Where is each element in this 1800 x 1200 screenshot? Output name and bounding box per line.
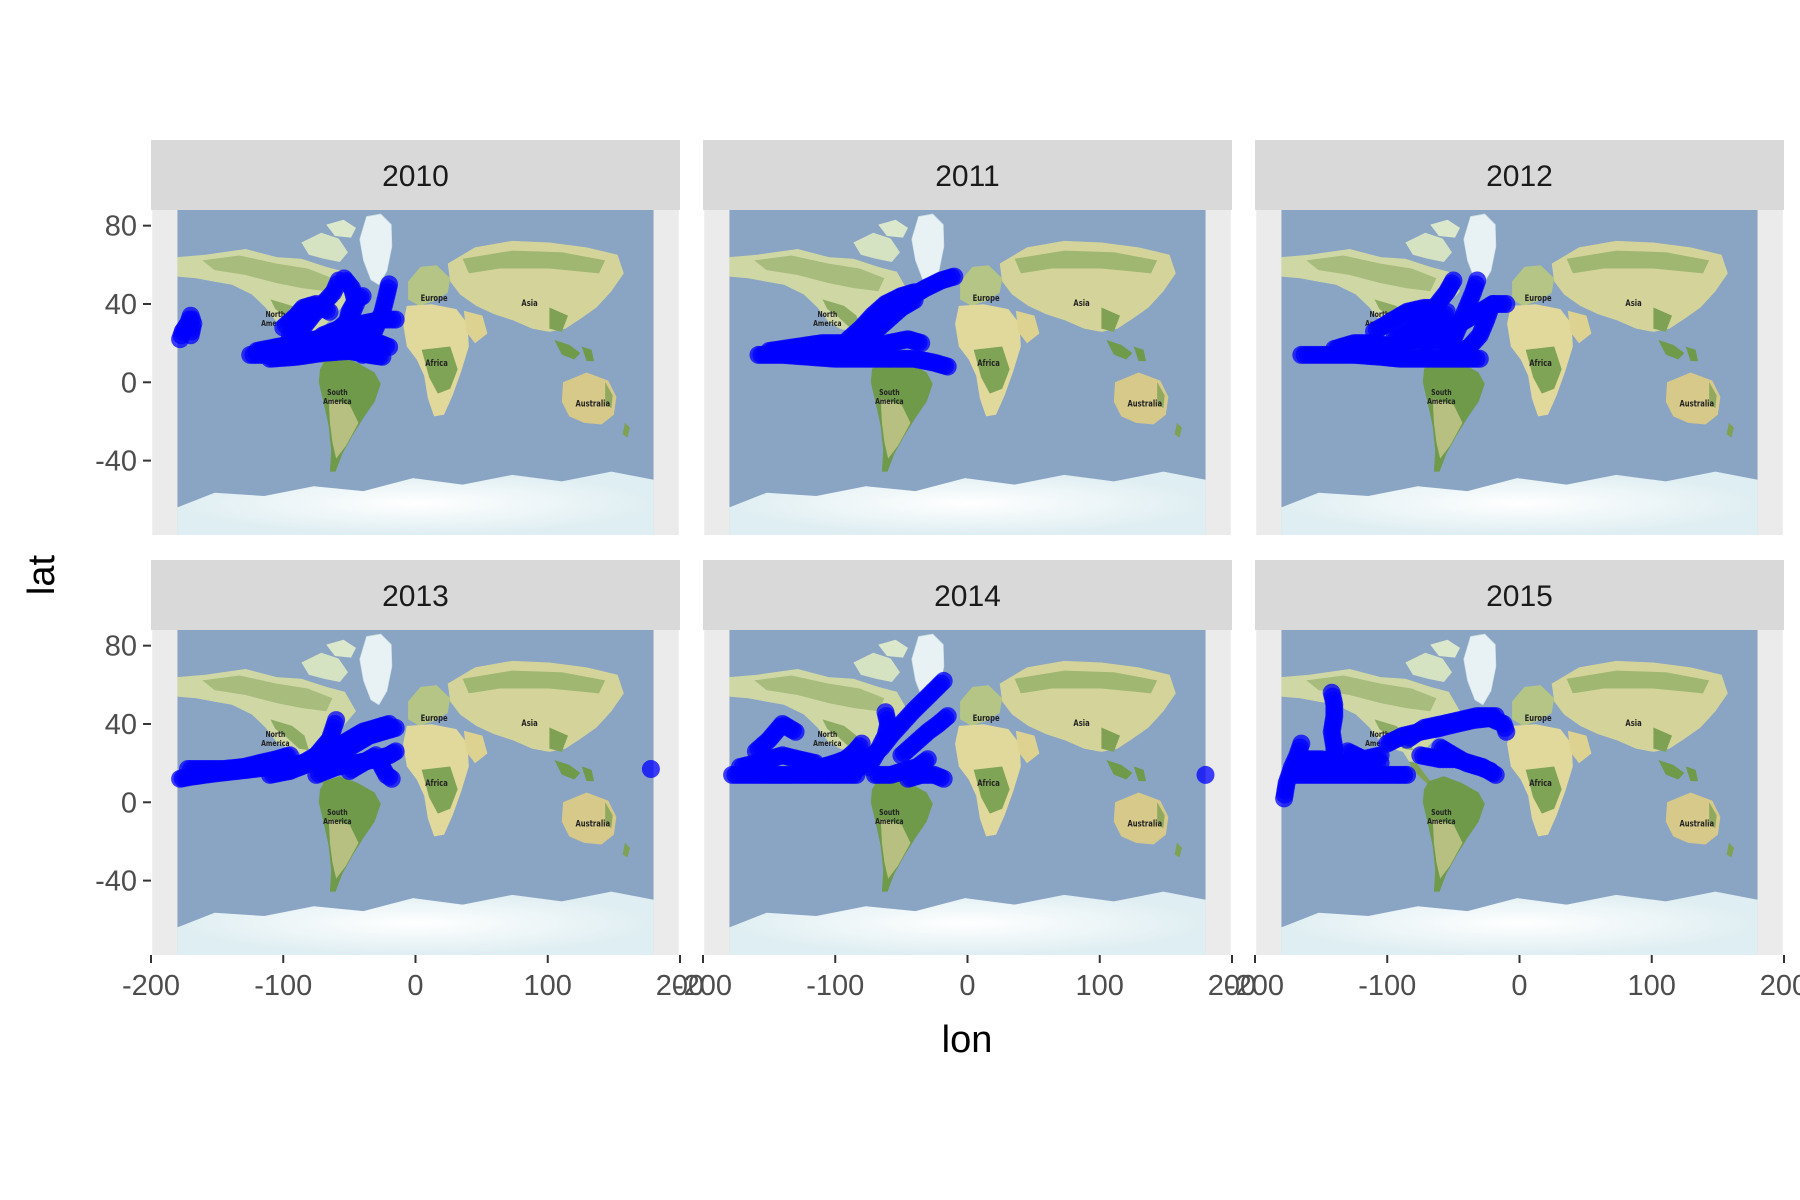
x-tick-label: 200 xyxy=(1208,970,1256,1002)
points xyxy=(1275,683,1516,808)
data-point xyxy=(320,302,339,321)
facet-strip-label: 2012 xyxy=(1486,160,1553,193)
data-point xyxy=(641,760,660,778)
facet-panel-2011: 2011 xyxy=(701,140,1234,536)
x-axis-title: lon xyxy=(942,1019,993,1061)
y-tick-label: 40 xyxy=(105,709,137,741)
data-point xyxy=(373,347,392,366)
y-tick-label: 40 xyxy=(105,289,137,321)
facet-strip xyxy=(703,140,1232,210)
x-tick-label: 100 xyxy=(1628,970,1676,1002)
data-point xyxy=(1428,298,1447,317)
data-point xyxy=(786,722,805,741)
data-point xyxy=(1470,349,1489,368)
data-point xyxy=(945,267,964,286)
data-point xyxy=(1444,271,1463,290)
data-point xyxy=(1292,734,1311,753)
data-point xyxy=(1468,271,1487,290)
facet-strip xyxy=(151,140,680,210)
facet-strip xyxy=(1255,140,1784,210)
data-point xyxy=(938,707,957,726)
data-point xyxy=(382,769,401,788)
data-point xyxy=(353,287,372,306)
world-map-image xyxy=(729,210,1206,536)
x-tick-label: -200 xyxy=(1226,970,1284,1002)
x-tick-label: -200 xyxy=(674,970,732,1002)
data-point xyxy=(1371,746,1390,765)
facet-strip-label: 2014 xyxy=(934,580,1001,613)
data-point xyxy=(1398,765,1417,784)
data-point xyxy=(934,769,953,788)
data-point xyxy=(1497,722,1516,741)
facet-strip-label: 2011 xyxy=(935,160,1000,193)
world-map-image xyxy=(177,630,654,956)
x-tick-label: 0 xyxy=(959,970,975,1002)
x-tick-label: 200 xyxy=(1760,970,1800,1002)
facet-strip-label: 2010 xyxy=(382,160,449,193)
facet-strip xyxy=(1255,560,1784,630)
world-map-image xyxy=(177,210,654,536)
data-point xyxy=(938,357,957,376)
world-map-image xyxy=(729,630,1206,956)
data-point xyxy=(918,750,937,769)
data-point xyxy=(876,703,895,722)
data-point xyxy=(1484,295,1502,313)
data-point xyxy=(912,334,931,353)
y-tick-label: 80 xyxy=(105,631,137,663)
world-map-image xyxy=(1281,630,1758,956)
data-point xyxy=(1486,707,1505,726)
y-tick-label: -40 xyxy=(95,446,137,478)
data-point xyxy=(386,310,405,329)
points xyxy=(171,711,660,788)
y-tick-label: 0 xyxy=(121,787,137,819)
data-point xyxy=(934,671,953,690)
facet-strip-label: 2013 xyxy=(382,580,449,613)
x-tick-label: 100 xyxy=(524,970,572,1002)
data-point xyxy=(1322,683,1341,702)
facet-strip-label: 2015 xyxy=(1486,580,1553,613)
facet-panel-2015: 2015 -200 -100 0 100 200 xyxy=(1226,560,1800,1002)
points xyxy=(1292,271,1516,368)
x-tick-label: 0 xyxy=(1511,970,1527,1002)
x-tick-label: -200 xyxy=(122,970,180,1002)
data-point xyxy=(1196,765,1215,784)
data-point xyxy=(181,326,200,345)
data-point xyxy=(905,291,924,310)
data-point xyxy=(1497,295,1516,313)
facet-panels: 2010 -40 0 40 80 2011 2012 2013 -40 0 40 80 -200 -100… xyxy=(95,140,1800,1002)
y-tick-label: -40 xyxy=(95,866,137,898)
x-tick-label: -100 xyxy=(806,970,864,1002)
facet-panel-2013: 2013 -40 0 40 80 -200 -100 0 100 200 xyxy=(95,560,704,1002)
facet-strip xyxy=(703,560,1232,630)
data-point xyxy=(852,734,871,753)
y-tick-label: 80 xyxy=(105,211,137,243)
y-axis-title: lat xyxy=(21,554,63,595)
points xyxy=(749,267,964,376)
x-tick-label: 200 xyxy=(656,970,704,1002)
facet-panel-2014: 2014 -200 -100 0 100 200 xyxy=(674,560,1256,1002)
data-point xyxy=(1481,762,1500,780)
facet-strip xyxy=(151,560,680,630)
points xyxy=(171,269,405,368)
data-point xyxy=(329,271,348,290)
x-tick-label: -100 xyxy=(1358,970,1416,1002)
x-tick-label: 100 xyxy=(1076,970,1124,1002)
facet-panel-2012: 2012 xyxy=(1253,140,1786,536)
data-point xyxy=(327,711,346,730)
axis-titles: lon lat xyxy=(21,554,992,1061)
points xyxy=(723,671,1215,788)
x-tick-label: -100 xyxy=(254,970,312,1002)
data-point xyxy=(386,742,405,761)
x-tick-label: 0 xyxy=(407,970,423,1002)
data-point xyxy=(380,275,399,294)
facet-panel-2010: 2010 -40 0 40 80 xyxy=(95,140,682,536)
data-point xyxy=(386,718,405,737)
y-tick-label: 0 xyxy=(121,367,137,399)
world-map-image xyxy=(1281,210,1758,536)
